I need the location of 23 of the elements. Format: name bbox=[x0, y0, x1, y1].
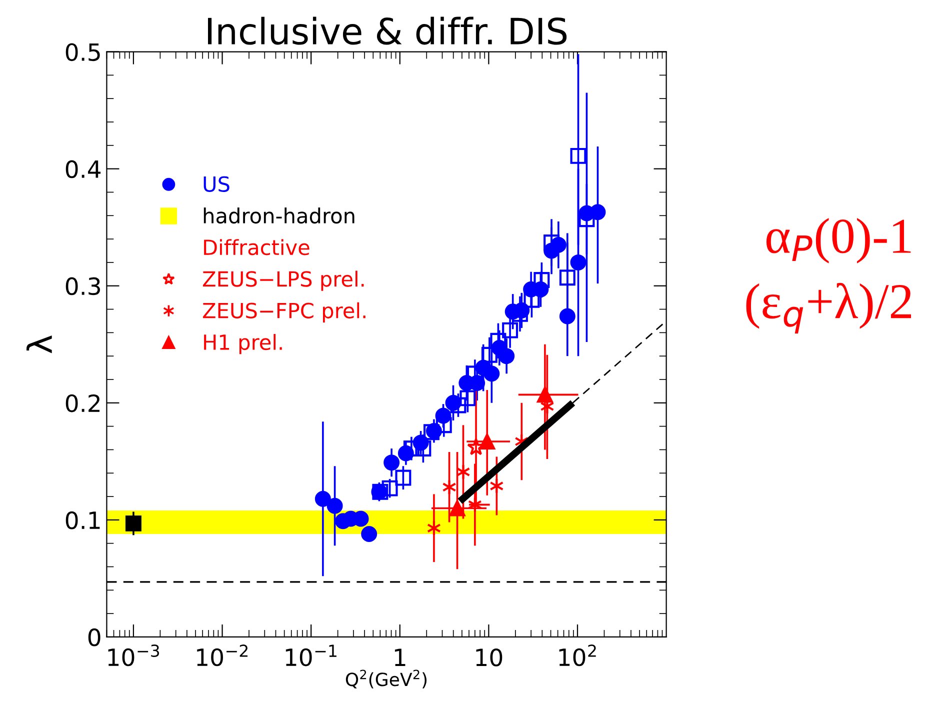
x-tick-label: 10$^{2}$ bbox=[559, 644, 596, 666]
y-tick-label: 0 bbox=[88, 628, 100, 646]
text: α$_{P}$(0)-1 bbox=[766, 218, 911, 264]
legend-title: Diffractive bbox=[204, 239, 310, 256]
chart-title: Inclusive & diffr. DIS bbox=[208, 16, 567, 45]
x-tick-label: 10$^{−3}$ bbox=[108, 644, 160, 666]
x-tick-label: 1 bbox=[394, 648, 406, 666]
y-tick-label: 0.1 bbox=[66, 511, 100, 530]
x-tick-label: 10 bbox=[476, 648, 502, 666]
legend-label: H1 prel. bbox=[204, 334, 282, 354]
x-tick-label: 10$^{−1}$ bbox=[286, 644, 336, 666]
x-tick-label: 10$^{−2}$ bbox=[197, 644, 248, 666]
legend-label: ZEUS−LPS prel. bbox=[202, 270, 364, 291]
y-tick-label: 0.3 bbox=[66, 277, 100, 296]
y-tick-label: 0.4 bbox=[66, 160, 101, 178]
text: (ε$_{q}$+λ)/2 bbox=[746, 282, 912, 334]
y-axis-title: λ bbox=[26, 335, 52, 354]
x-axis-title: Q$^{2}$(GeV$^{2}$) bbox=[346, 670, 427, 688]
legend-label: hadron-hadron bbox=[204, 207, 354, 224]
legend-label: US bbox=[204, 176, 230, 192]
y-tick-label: 0.2 bbox=[66, 394, 100, 412]
y-tick-label: 0.5 bbox=[66, 43, 100, 62]
legend-label: ZEUS−FPC prel. bbox=[202, 302, 366, 322]
